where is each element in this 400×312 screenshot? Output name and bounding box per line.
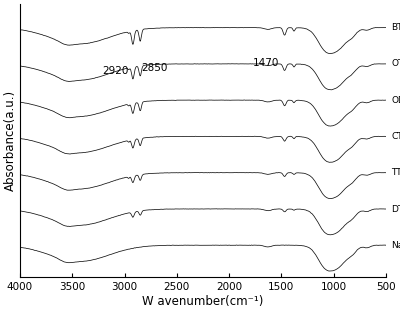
- X-axis label: W avenumber(cm⁻¹): W avenumber(cm⁻¹): [142, 295, 264, 308]
- Text: TTAB-VMT: TTAB-VMT: [392, 168, 400, 177]
- Y-axis label: Absorbance(a.u.): Absorbance(a.u.): [4, 90, 17, 191]
- Text: 2850: 2850: [141, 63, 168, 73]
- Text: 2920: 2920: [102, 66, 129, 76]
- Text: DTAB-VMT: DTAB-VMT: [392, 205, 400, 213]
- Text: Na-VMT: Na-VMT: [392, 241, 400, 250]
- Text: CTAB-VMT: CTAB-VMT: [392, 132, 400, 141]
- Text: BTAC-VMT: BTAC-VMT: [392, 23, 400, 32]
- Text: 1470: 1470: [253, 58, 279, 68]
- Text: ODBAC-VMT: ODBAC-VMT: [392, 96, 400, 105]
- Text: OTAB-VMT: OTAB-VMT: [392, 59, 400, 68]
